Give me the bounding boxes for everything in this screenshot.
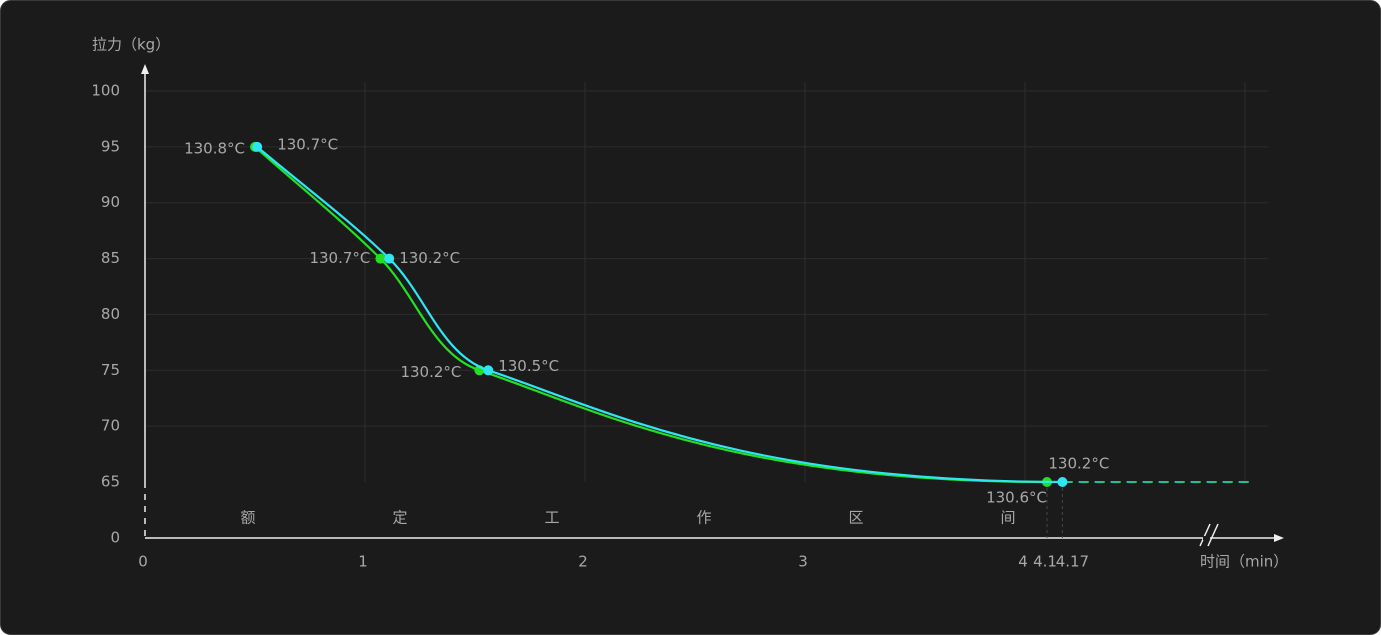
x-axis-label: 时间（min） xyxy=(1200,553,1288,571)
point xyxy=(483,365,494,376)
point xyxy=(1057,477,1068,487)
zone-label: 额 xyxy=(240,509,255,527)
value-label: 130.7°C xyxy=(277,135,338,153)
y-tick-label: 65 xyxy=(101,473,120,491)
x-tick-label: 3 xyxy=(798,553,808,571)
point xyxy=(375,253,386,264)
value-label: 130.2°C xyxy=(400,363,461,381)
point xyxy=(384,253,395,264)
value-label: 130.6°C xyxy=(986,489,1047,507)
x-arrow xyxy=(1274,534,1284,542)
point xyxy=(252,141,263,152)
curve xyxy=(256,146,1063,484)
value-label: 130.2°C xyxy=(1048,455,1109,473)
y-tick-label: 70 xyxy=(101,417,120,435)
y-axis-label: 拉力（kg） xyxy=(92,36,170,54)
x-tick-label: 4 xyxy=(1018,553,1028,571)
y-tick-label: 80 xyxy=(101,305,120,323)
value-label: 130.7°C xyxy=(309,249,370,267)
y-tick-label: 75 xyxy=(101,361,120,379)
value-label: 130.8°C xyxy=(184,139,245,157)
zone-label: 作 xyxy=(696,509,711,527)
y-tick-label: 85 xyxy=(101,249,120,267)
x-tick-label: 1 xyxy=(358,553,368,571)
zone-label: 定 xyxy=(392,509,407,527)
x-value-label: 4.17 xyxy=(1056,553,1089,571)
value-label: 130.2°C xyxy=(399,249,460,267)
y-tick-label: 0 xyxy=(110,529,120,547)
zone-label: 区 xyxy=(848,509,863,527)
x-tick-label: 2 xyxy=(578,553,588,571)
y-arrow xyxy=(141,64,149,74)
zone-label: 工 xyxy=(544,509,559,527)
y-tick-label: 100 xyxy=(91,82,120,100)
value-label: 130.5°C xyxy=(498,357,559,375)
y-tick-label: 95 xyxy=(101,137,120,155)
curve xyxy=(254,146,1048,484)
x-tick-label: 0 xyxy=(138,553,148,571)
break-gap xyxy=(1203,536,1210,540)
x-axis-break xyxy=(1199,523,1219,547)
zone-label: 间 xyxy=(1000,509,1015,527)
y-tick-label: 90 xyxy=(101,193,120,211)
x-value-label: 4.1 xyxy=(1033,553,1057,571)
